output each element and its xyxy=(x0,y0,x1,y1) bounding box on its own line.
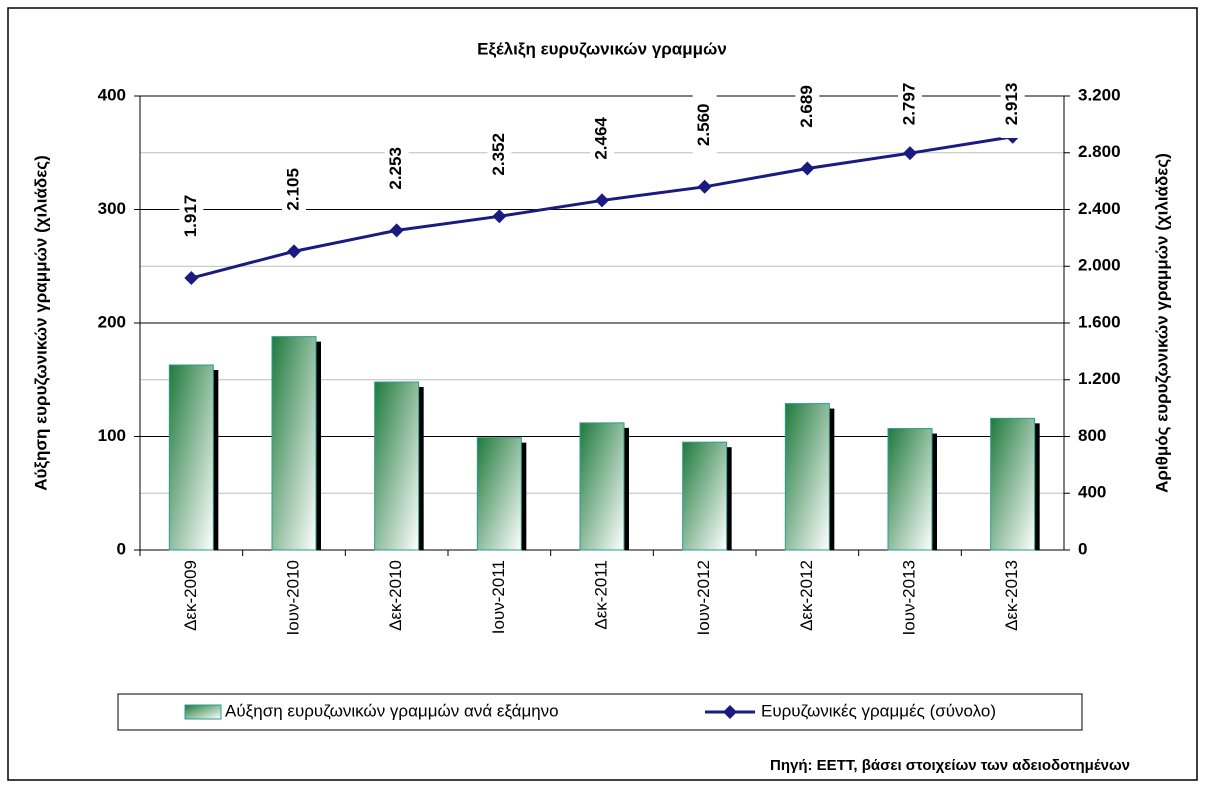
y-tick-label: 200 xyxy=(98,312,126,331)
line-marker xyxy=(184,271,199,286)
y2-axis-title: Αριθμός ευρυζωνικών γραμμών (χιλιάδες) xyxy=(1152,153,1171,493)
x-tick-label: Ιουν-2010 xyxy=(283,560,302,635)
data-label: 2.105 xyxy=(283,168,302,211)
bar xyxy=(682,441,728,551)
y-tick-label: 0 xyxy=(117,539,126,558)
legend-swatch xyxy=(184,704,222,720)
y-tick-label: 100 xyxy=(98,426,126,445)
data-label: 2.560 xyxy=(694,104,713,147)
data-label-bg xyxy=(1000,70,1025,138)
y2-tick-label: 1.200 xyxy=(1078,369,1121,388)
data-label: 2.253 xyxy=(386,147,405,190)
y2-tick-label: 2.000 xyxy=(1078,256,1121,275)
data-label: 1.917 xyxy=(181,195,200,238)
x-tick-label: Ιουν-2012 xyxy=(694,560,713,635)
legend-box xyxy=(117,693,1083,731)
y2-tick-label: 2.400 xyxy=(1078,199,1121,218)
line-marker xyxy=(389,223,404,238)
data-label: 2.797 xyxy=(899,83,918,126)
data-label-bg xyxy=(282,155,306,224)
line-marker xyxy=(492,209,507,224)
y2-tick-label: 0 xyxy=(1078,539,1087,558)
y2-tick-label: 3.200 xyxy=(1078,85,1121,104)
chart-title: Εξέλιξη ευρυζωνικών γραμμών xyxy=(477,39,727,58)
data-label: 2.913 xyxy=(1002,83,1021,126)
bar xyxy=(990,417,1036,551)
y-axis-title: Αύξηση ευρυζωνικών γραμμών (χιλιάδες) xyxy=(31,155,50,491)
y-tick-label: 400 xyxy=(98,85,126,104)
line-marker xyxy=(800,161,815,176)
line-marker xyxy=(595,193,609,208)
bar xyxy=(374,381,420,551)
x-tick-label: Δεκ-2010 xyxy=(386,560,405,631)
y2-tick-label: 2.800 xyxy=(1078,142,1121,161)
bar xyxy=(784,403,830,551)
line-marker xyxy=(287,244,301,259)
legend-label: Αύξηση ευρυζωνικών γραμμών ανά εξάμηνο xyxy=(225,701,559,720)
x-tick-label: Δεκ-2012 xyxy=(797,560,816,631)
data-label: 2.689 xyxy=(797,85,816,128)
line-marker xyxy=(903,146,917,161)
data-label: 2.352 xyxy=(489,133,508,176)
data-label-bg xyxy=(795,72,820,141)
bar xyxy=(579,422,625,551)
bar xyxy=(887,428,933,551)
y2-tick-label: 400 xyxy=(1078,483,1106,502)
y-tick-label: 300 xyxy=(98,199,126,218)
data-label-bg xyxy=(590,104,614,173)
source-note: Πηγή: ΕΕΤΤ, βάσει στοιχείων των αδειοδοτ… xyxy=(770,757,1130,774)
data-label: 2.464 xyxy=(591,117,610,160)
data-label-bg xyxy=(487,120,512,189)
x-tick-label: Ιουν-2011 xyxy=(489,560,508,634)
x-tick-label: Δεκ-2013 xyxy=(1002,560,1021,631)
data-label-bg xyxy=(179,182,204,251)
bar xyxy=(168,364,214,551)
data-label-bg xyxy=(384,134,409,203)
data-label-bg xyxy=(898,70,922,138)
x-tick-label: Ιουν-2013 xyxy=(899,560,918,635)
line-marker xyxy=(697,179,712,194)
x-tick-label: Δεκ-2009 xyxy=(181,560,200,631)
x-tick-label: Δεκ-2011 xyxy=(591,560,610,630)
legend-label: Ευρυζωνικές γραμμές (σύνολο) xyxy=(761,701,996,720)
data-label-bg xyxy=(692,90,717,159)
y2-tick-label: 1.600 xyxy=(1078,312,1121,331)
bar xyxy=(271,336,317,551)
legend-marker xyxy=(723,705,737,719)
y2-tick-label: 800 xyxy=(1078,426,1106,445)
bar xyxy=(476,437,522,551)
